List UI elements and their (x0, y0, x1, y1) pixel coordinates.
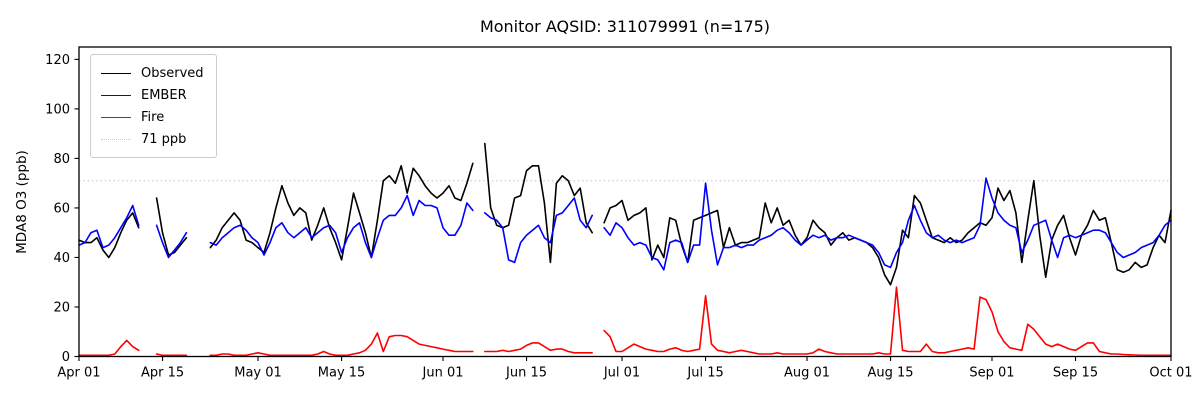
x-tick-label: Jul 01 (603, 366, 640, 381)
y-tick-label: 100 (45, 102, 70, 117)
fire-line-swatch (101, 117, 131, 118)
x-tick-label: Sep 01 (969, 366, 1014, 381)
legend-label: Fire (141, 110, 164, 125)
x-tick-label: Apr 15 (141, 366, 184, 381)
chart-figure: Monitor AQSID: 311079991 (n=175) MDA8 O3… (0, 0, 1200, 400)
x-tick-label: Apr 01 (57, 366, 100, 381)
y-tick-label: 60 (53, 201, 70, 216)
x-tick-label: Aug 01 (784, 366, 830, 381)
observed-line-swatch (101, 73, 131, 74)
x-tick-label: Jun 01 (422, 366, 464, 381)
x-tick-label: Aug 15 (868, 366, 914, 381)
ember-line-swatch (101, 95, 131, 96)
x-tick-label: Sep 15 (1053, 366, 1098, 381)
y-tick-label: 20 (53, 300, 70, 315)
x-tick-label: Jul 15 (686, 366, 723, 381)
legend-label: EMBER (141, 88, 187, 103)
legend-item-observed: Observed (101, 62, 204, 84)
y-tick-label: 120 (45, 53, 70, 68)
x-tick-label: Oct 01 (1149, 366, 1192, 381)
y-tick-label: 40 (53, 251, 70, 266)
x-tick-label: May 01 (234, 366, 282, 381)
legend-item-fire: Fire (101, 106, 204, 128)
threshold-line-swatch (101, 139, 131, 140)
ember-series-line (79, 178, 1171, 270)
y-tick-label: 0 (62, 350, 70, 365)
y-tick-label: 80 (53, 152, 70, 167)
legend: Observed EMBER Fire 71 ppb (90, 54, 217, 158)
fire-series-line (79, 287, 1171, 355)
legend-item-threshold: 71 ppb (101, 128, 204, 150)
x-tick-label: May 15 (318, 366, 366, 381)
x-tick-label: Jun 15 (505, 366, 547, 381)
legend-label: 71 ppb (141, 132, 186, 147)
plot-border (79, 47, 1171, 357)
legend-item-ember: EMBER (101, 84, 204, 106)
legend-label: Observed (141, 66, 204, 81)
observed-series-line (79, 144, 1171, 285)
